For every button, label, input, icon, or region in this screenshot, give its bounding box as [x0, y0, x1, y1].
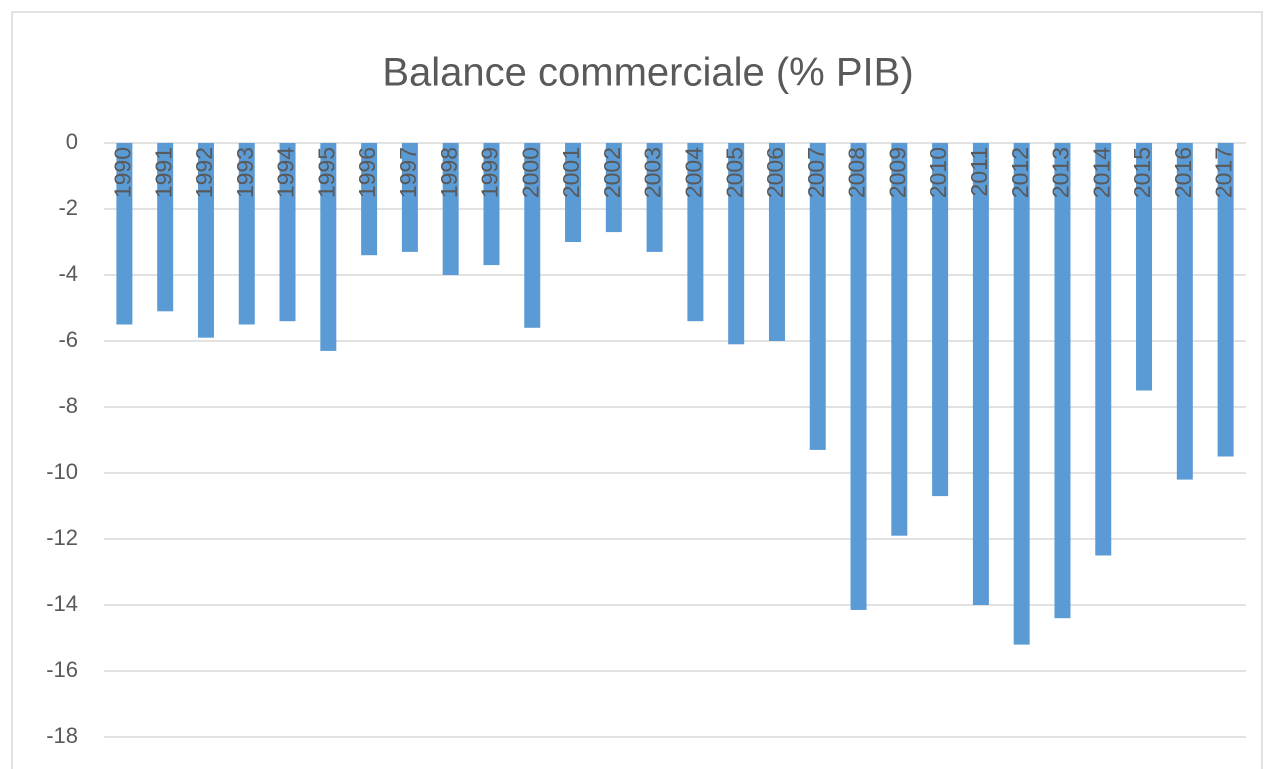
y-tick-label: -18 [46, 723, 78, 748]
bar [157, 143, 174, 312]
bar [1176, 143, 1193, 480]
y-tick-label: -12 [46, 525, 78, 550]
bar [1054, 143, 1071, 619]
x-tick-label: 2001 [558, 147, 584, 198]
y-tick-label: 0 [66, 129, 78, 154]
x-tick-label: 1995 [313, 147, 339, 198]
bar [483, 143, 500, 266]
x-tick-label: 2015 [1129, 147, 1155, 198]
bar [116, 143, 133, 325]
bar [728, 143, 745, 345]
bar [1013, 143, 1030, 645]
x-tick-label: 1998 [436, 147, 462, 198]
bar [646, 143, 663, 252]
y-tick-label: -8 [58, 393, 78, 418]
bar [768, 143, 785, 341]
y-tick-label: -10 [46, 459, 78, 484]
x-tick-label: 2016 [1170, 147, 1196, 198]
bar [197, 143, 214, 338]
x-tick-label: 2007 [803, 147, 829, 198]
x-tick-label: 2006 [762, 147, 788, 198]
x-tick-label: 1999 [477, 147, 503, 198]
bar [401, 143, 418, 252]
chart-frame [11, 11, 1263, 769]
y-tick-label: -2 [58, 195, 78, 220]
x-tick-label: 2009 [884, 147, 910, 198]
y-tick-label: -4 [58, 261, 78, 286]
bar [238, 143, 255, 325]
x-tick-label: 2002 [599, 147, 625, 198]
x-tick-label: 2013 [1048, 147, 1074, 198]
bar [932, 143, 949, 497]
x-tick-label: 2004 [680, 147, 706, 198]
bar [442, 143, 459, 275]
bar [1136, 143, 1153, 391]
bar [850, 143, 867, 610]
bar [891, 143, 908, 536]
x-tick-label: 1991 [150, 147, 176, 198]
bar [605, 143, 622, 233]
x-tick-label: 2012 [1007, 147, 1033, 198]
x-tick-label: 1990 [109, 147, 135, 198]
x-tick-label: 1992 [191, 147, 217, 198]
y-tick-label: -16 [46, 657, 78, 682]
x-tick-label: 2014 [1088, 147, 1114, 198]
bar [972, 143, 989, 605]
chart-title: Balance commerciale (% PIB) [382, 51, 913, 95]
x-tick-label: 1994 [273, 147, 299, 198]
x-tick-label: 2010 [925, 147, 951, 198]
bar [524, 143, 541, 328]
bar [687, 143, 704, 322]
x-tick-label: 1993 [232, 147, 258, 198]
x-tick-label: 2000 [517, 147, 543, 198]
x-tick-label: 2017 [1211, 147, 1237, 198]
x-tick-label: 1997 [395, 147, 421, 198]
bar [809, 143, 826, 450]
bar [320, 143, 337, 351]
x-tick-label: 2011 [966, 147, 992, 196]
bar [361, 143, 378, 256]
x-tick-label: 1996 [354, 147, 380, 198]
y-tick-label: -6 [58, 327, 78, 352]
bar [1095, 143, 1112, 556]
bar [565, 143, 582, 242]
x-tick-label: 2008 [844, 147, 870, 198]
bar [279, 143, 296, 322]
x-tick-label: 2005 [721, 147, 747, 198]
bar [1217, 143, 1234, 457]
x-tick-label: 2003 [640, 147, 666, 198]
y-tick-label: -14 [46, 591, 78, 616]
